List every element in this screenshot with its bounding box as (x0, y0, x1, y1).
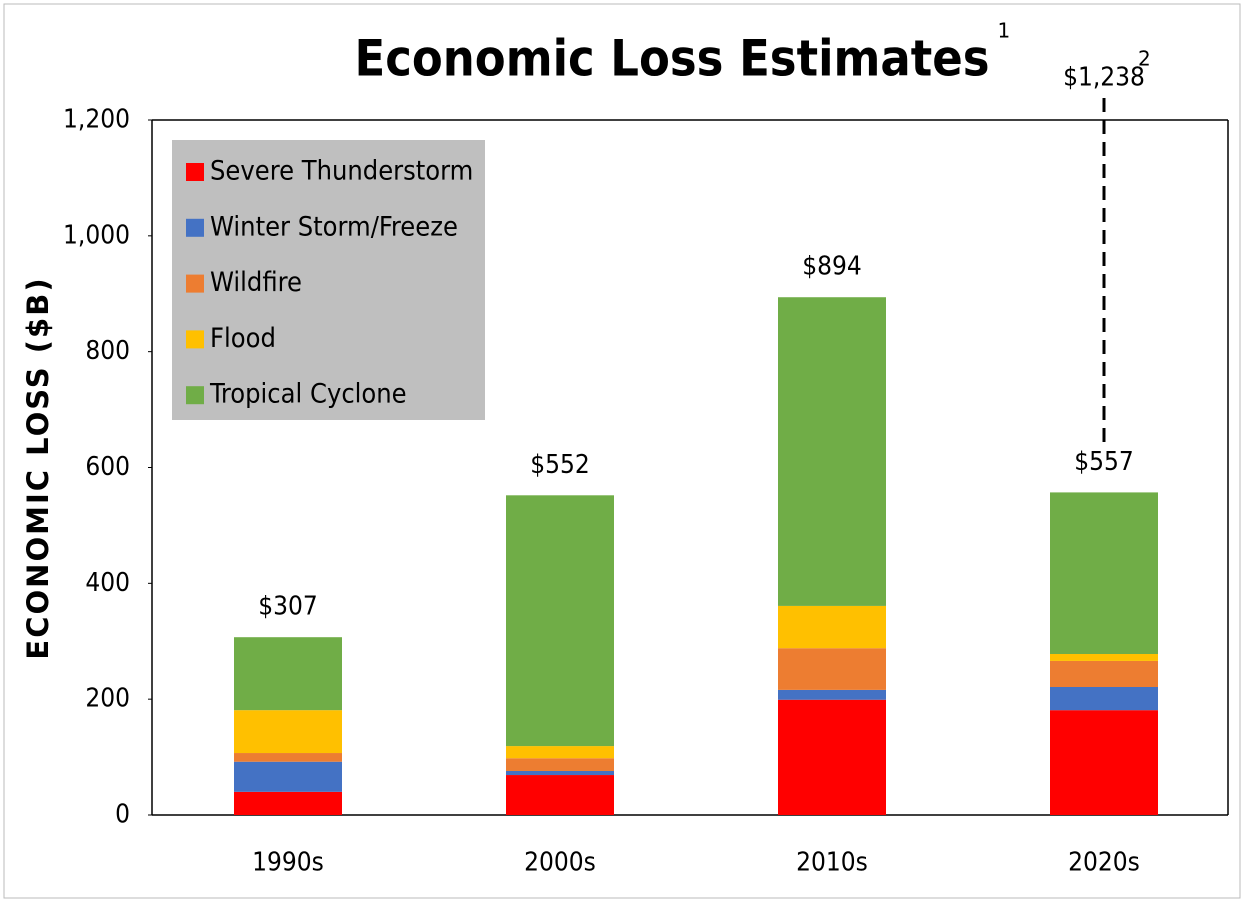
legend-swatch (186, 274, 204, 293)
y-axis-label: ECONOMIC LOSS ($B) (21, 276, 55, 659)
x-tick-label: 2020s (1068, 848, 1140, 878)
y-tick-label: 1,000 (63, 220, 130, 250)
legend-swatch (186, 330, 204, 349)
total-label: $307 (258, 592, 318, 622)
bar-segment (234, 761, 342, 792)
chart-border (3, 3, 1241, 899)
legend-label: Winter Storm/Freeze (210, 211, 458, 242)
annotation-text: $1,238 (1063, 62, 1145, 92)
bar-segment (234, 710, 342, 754)
bar-segment (506, 758, 614, 771)
y-tick-label: 400 (85, 568, 130, 598)
bar-segment (234, 637, 342, 711)
bar-segment (778, 699, 886, 815)
y-tick-label: 600 (85, 452, 130, 482)
chart-title: Economic Loss Estimates (354, 30, 989, 88)
y-tick-label: 1,200 (63, 105, 130, 135)
bar-segment (506, 770, 614, 776)
legend-swatch (186, 163, 204, 181)
legend-swatch (186, 218, 204, 237)
legend-label: Wildfire (210, 267, 302, 298)
bar-segment (1050, 653, 1158, 661)
x-tick-label: 2010s (796, 848, 868, 878)
bar-segment (234, 791, 342, 815)
title-footnote: 1 (998, 19, 1011, 43)
legend-label: Flood (210, 323, 276, 354)
bar-segment (1050, 710, 1158, 815)
x-tick-label: 1990s (252, 848, 324, 878)
total-label: $557 (1074, 447, 1134, 477)
bar-segment (1050, 492, 1158, 654)
bar-segment (234, 753, 342, 762)
bar-segment (1050, 687, 1158, 711)
y-tick-label: 800 (85, 336, 130, 366)
legend-label: Tropical Cyclone (209, 379, 407, 410)
total-label: $552 (530, 450, 590, 480)
bar-segment (506, 775, 614, 815)
y-tick-label: 0 (115, 800, 130, 830)
bar-segment (778, 689, 886, 700)
x-tick-label: 2000s (524, 848, 596, 878)
bar-segment (506, 746, 614, 759)
y-tick-label: 200 (85, 684, 130, 714)
total-label: $894 (802, 252, 862, 282)
bar-segment (506, 495, 614, 747)
bar-segment (1050, 660, 1158, 688)
annotation-footnote: 2 (1138, 46, 1151, 70)
bar-segment (778, 648, 886, 690)
legend-swatch (186, 386, 204, 405)
legend-label: Severe Thunderstorm (210, 156, 473, 187)
bar-segment (778, 605, 886, 649)
bar-segment (778, 297, 886, 606)
legend-box (172, 140, 485, 420)
